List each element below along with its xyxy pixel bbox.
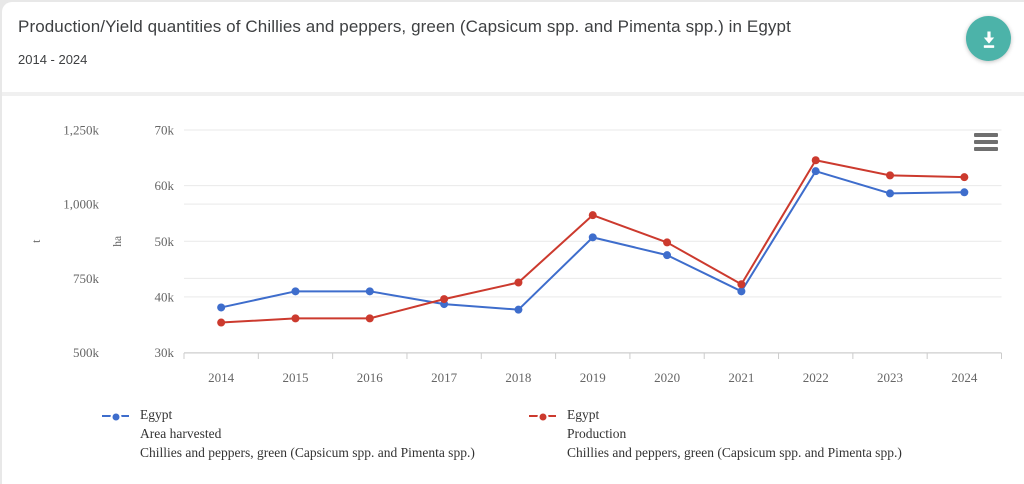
legend-item-name: Chillies and peppers, green (Capsicum sp… xyxy=(567,445,902,460)
legend-item-production[interactable]: Egypt Production Chillies and peppers, g… xyxy=(529,405,902,462)
download-icon xyxy=(983,31,994,48)
chart-canvas: 500k 750k 1,000k 1,250k t 30k 40k 50k 60k 70k ha 20… xyxy=(31,123,1002,385)
chart-subtitle: 2014 - 2024 xyxy=(18,52,88,67)
y-axis-t: 500k 750k 1,000k 1,250k t xyxy=(31,123,100,361)
svg-text:2021: 2021 xyxy=(728,370,754,385)
legend-element: Production xyxy=(567,426,627,441)
legend-country: Egypt xyxy=(140,407,173,422)
legend-marker-area-harvested xyxy=(102,410,129,423)
header-divider xyxy=(2,92,1024,96)
svg-text:2018: 2018 xyxy=(505,370,531,385)
svg-text:2022: 2022 xyxy=(803,370,829,385)
svg-text:30k: 30k xyxy=(155,345,175,360)
legend-element: Area harvested xyxy=(140,426,222,441)
svg-text:2019: 2019 xyxy=(580,370,606,385)
x-axis: 2014 2015 2016 2017 2018 2019 2020 2021 2022 2023… xyxy=(183,352,1002,385)
svg-text:70k: 70k xyxy=(155,123,175,138)
series-egypt-area-harvested[interactable] xyxy=(217,167,969,314)
hamburger-menu-icon xyxy=(974,133,998,137)
svg-text:40k: 40k xyxy=(155,289,175,304)
svg-text:2015: 2015 xyxy=(282,370,308,385)
svg-text:1,250k: 1,250k xyxy=(63,123,99,138)
y-axis-ha: 30k 40k 50k 60k 70k ha xyxy=(112,123,175,361)
legend-item-name: Chillies and peppers, green (Capsicum sp… xyxy=(140,445,475,460)
svg-text:750k: 750k xyxy=(73,271,100,286)
legend-item-area-harvested[interactable]: Egypt Area harvested Chillies and pepper… xyxy=(102,405,475,462)
series-egypt-production[interactable] xyxy=(217,156,969,327)
svg-text:2014: 2014 xyxy=(208,370,235,385)
svg-text:2020: 2020 xyxy=(654,370,680,385)
page-title: Production/Yield quantities of Chillies … xyxy=(18,17,791,36)
legend-marker-production xyxy=(529,410,556,423)
svg-text:2017: 2017 xyxy=(431,370,458,385)
svg-text:t: t xyxy=(31,239,43,243)
svg-text:2016: 2016 xyxy=(357,370,384,385)
download-button[interactable] xyxy=(966,16,1011,61)
svg-text:500k: 500k xyxy=(73,345,100,360)
chart-plot-region: 500k 750k 1,000k 1,250k t 30k 40k 50k 60k 70k ha 20… xyxy=(2,96,1024,484)
svg-text:1,000k: 1,000k xyxy=(63,197,99,212)
svg-text:2023: 2023 xyxy=(877,370,903,385)
chart-header: Production/Yield quantities of Chillies … xyxy=(2,2,1024,92)
svg-text:60k: 60k xyxy=(155,178,175,193)
svg-text:50k: 50k xyxy=(155,234,175,249)
svg-text:2024: 2024 xyxy=(951,370,978,385)
legend-country: Egypt xyxy=(567,407,600,422)
chart-context-menu-button[interactable] xyxy=(974,131,999,153)
svg-text:ha: ha xyxy=(112,236,124,247)
